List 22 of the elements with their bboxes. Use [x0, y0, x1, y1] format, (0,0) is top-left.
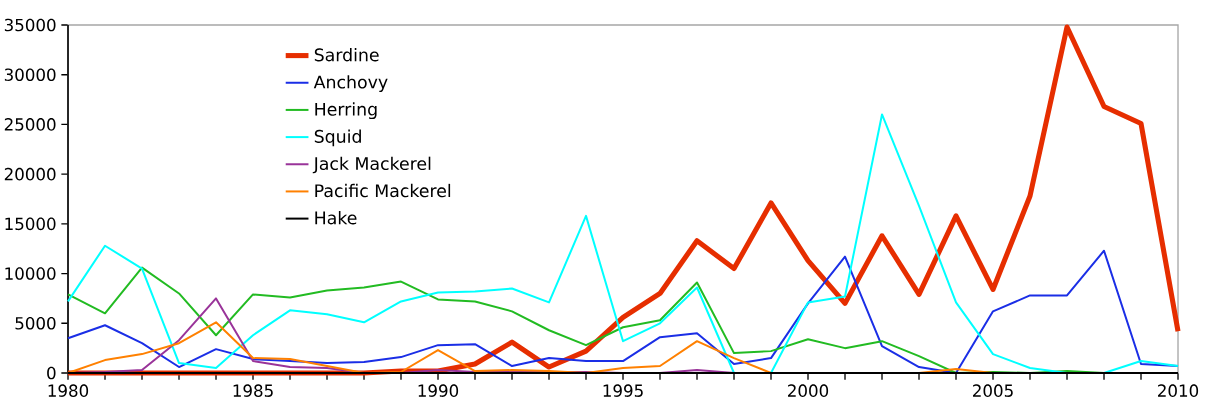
x-tick-label: 2005: [973, 384, 1013, 397]
x-tick-label: 2010: [1158, 384, 1199, 397]
y-tick-label: 25000: [4, 118, 56, 131]
x-tick-label: 1985: [233, 384, 273, 397]
legend-label: Hake: [315, 211, 357, 225]
x-tick-label: 2000: [788, 384, 829, 397]
y-tick-label: 15000: [5, 217, 56, 231]
legend-label: Sardine: [314, 48, 379, 62]
legend-label: Pacific Mackerel: [315, 183, 451, 198]
x-tick-label: 1980: [48, 384, 89, 397]
y-tick-label: 20000: [4, 167, 56, 181]
y-tick-label: 10000: [5, 267, 56, 280]
legend-label: Herring: [315, 102, 377, 120]
x-tick-label: 1990: [418, 384, 459, 397]
y-tick-label: 5000: [15, 316, 56, 330]
y-tick-label: 30000: [4, 68, 56, 82]
y-tick-label: 35000: [4, 18, 56, 32]
x-tick-label: 1995: [603, 384, 643, 397]
legend-label: Squid: [314, 129, 361, 147]
y-tick-label: 0: [47, 366, 56, 380]
legend-label: Jack Mackerel: [312, 156, 431, 174]
legend-label: Anchovy: [313, 75, 388, 92]
